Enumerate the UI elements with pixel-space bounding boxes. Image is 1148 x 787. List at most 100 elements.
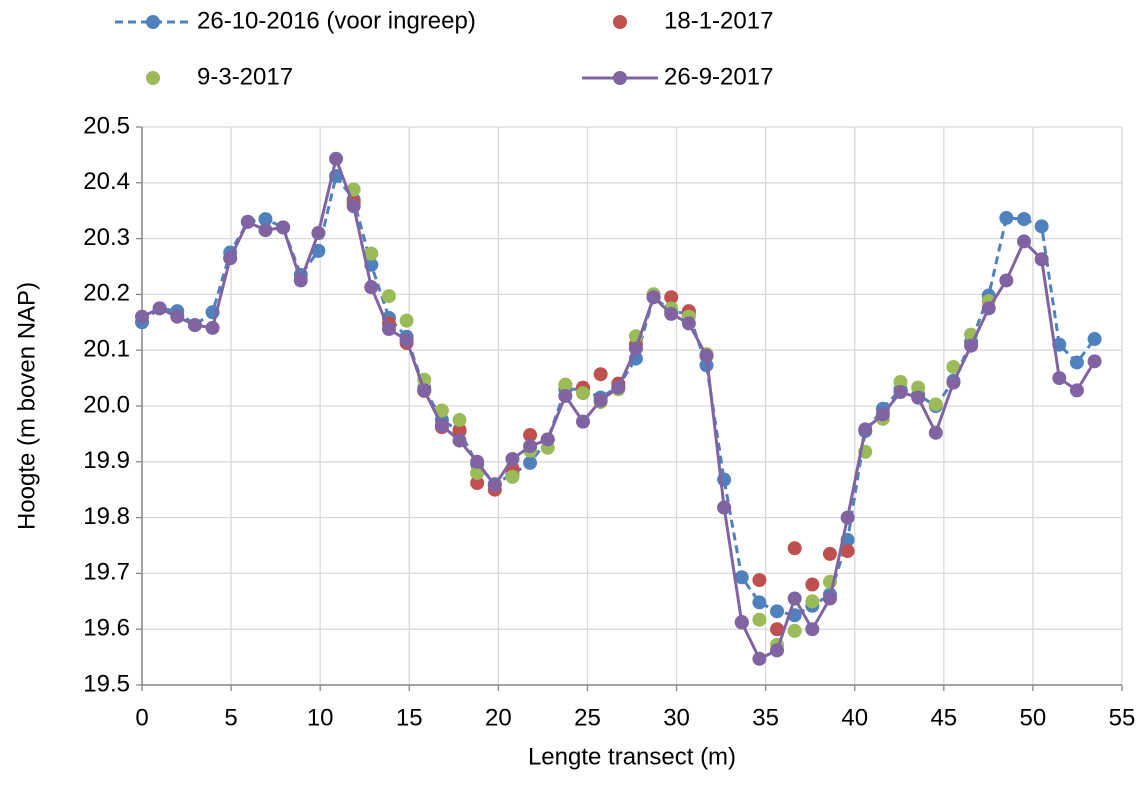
data-point <box>1017 212 1031 227</box>
data-point <box>258 223 273 238</box>
data-point <box>999 273 1014 288</box>
data-point <box>681 316 696 331</box>
legend-label: 18-1-2017 <box>664 7 773 34</box>
data-point <box>699 348 714 363</box>
data-point <box>381 321 396 336</box>
data-point <box>946 375 961 390</box>
data-point <box>664 306 679 321</box>
data-point <box>1087 354 1102 369</box>
data-point <box>1069 355 1084 370</box>
data-point <box>805 594 820 609</box>
data-point <box>805 577 820 592</box>
data-point <box>787 591 802 606</box>
data-point <box>611 380 626 395</box>
data-point <box>293 273 308 288</box>
data-point <box>787 623 802 638</box>
data-point <box>399 313 414 328</box>
data-point <box>434 403 449 418</box>
y-tick-label: 19.6 <box>83 615 130 642</box>
legend-marker <box>613 71 627 85</box>
y-tick-label: 19.7 <box>83 559 130 586</box>
x-tick-label: 35 <box>752 704 779 731</box>
y-tick-label: 20.2 <box>83 280 130 307</box>
data-point <box>770 622 785 637</box>
data-point <box>364 246 379 261</box>
data-point <box>946 359 961 374</box>
data-point <box>434 418 449 433</box>
data-point <box>1017 234 1031 249</box>
data-point <box>576 414 590 429</box>
data-point <box>752 595 767 610</box>
data-point <box>1034 252 1049 267</box>
data-point <box>399 333 414 348</box>
x-tick-label: 45 <box>930 704 957 731</box>
y-tick-label: 19.9 <box>83 447 130 474</box>
data-point <box>152 301 167 316</box>
data-point <box>364 280 379 295</box>
data-point <box>928 397 943 412</box>
x-tick-label: 5 <box>224 704 237 731</box>
data-point <box>717 500 732 515</box>
legend-label: 9-3-2017 <box>197 63 293 90</box>
data-point <box>558 377 573 392</box>
data-point <box>276 220 291 235</box>
data-point <box>205 320 220 335</box>
data-point <box>1052 371 1067 386</box>
data-point <box>523 455 538 470</box>
data-point <box>329 151 344 166</box>
data-point <box>452 422 467 437</box>
data-point <box>223 251 238 266</box>
data-point <box>417 383 432 398</box>
data-point <box>822 546 837 561</box>
data-point <box>840 510 855 525</box>
data-point <box>452 433 467 448</box>
data-point <box>893 385 908 400</box>
data-point <box>240 214 255 229</box>
data-point <box>822 591 837 606</box>
x-tick-label: 40 <box>841 704 868 731</box>
data-point <box>558 388 573 403</box>
data-point <box>187 318 202 333</box>
data-point <box>770 643 785 658</box>
data-point <box>170 309 185 324</box>
legend-marker <box>146 15 160 29</box>
data-point <box>964 338 979 353</box>
data-point <box>523 428 538 443</box>
data-point <box>1034 219 1049 234</box>
data-point <box>505 469 520 484</box>
x-tick-label: 15 <box>396 704 423 731</box>
data-point <box>452 412 467 427</box>
data-point <box>1069 383 1084 398</box>
y-tick-label: 19.8 <box>83 503 130 530</box>
data-point <box>928 425 943 440</box>
data-point <box>593 367 608 382</box>
data-point <box>470 476 485 491</box>
data-point <box>875 407 890 422</box>
y-tick-label: 20.4 <box>83 168 130 195</box>
data-point <box>135 309 149 324</box>
legend-label: 26-10-2016 (voor ingreep) <box>197 7 476 34</box>
data-point <box>346 199 361 214</box>
data-point <box>540 432 555 447</box>
x-tick-label: 10 <box>307 704 334 731</box>
data-point <box>593 393 608 408</box>
data-point <box>752 651 767 666</box>
data-point <box>770 604 785 619</box>
data-point <box>911 380 926 395</box>
data-point <box>911 390 926 405</box>
x-tick-label: 30 <box>663 704 690 731</box>
x-tick-label: 0 <box>135 704 148 731</box>
data-point <box>805 622 820 637</box>
legend-label: 26-9-2017 <box>664 63 773 90</box>
data-point <box>787 541 802 556</box>
x-tick-label: 20 <box>485 704 512 731</box>
y-axis-title: Hoogte (m boven NAP) <box>13 282 40 530</box>
x-tick-label: 25 <box>574 704 601 731</box>
data-point <box>311 226 326 241</box>
y-tick-label: 20.3 <box>83 224 130 251</box>
data-point <box>734 615 749 630</box>
data-point <box>628 341 643 356</box>
data-point <box>311 243 326 258</box>
